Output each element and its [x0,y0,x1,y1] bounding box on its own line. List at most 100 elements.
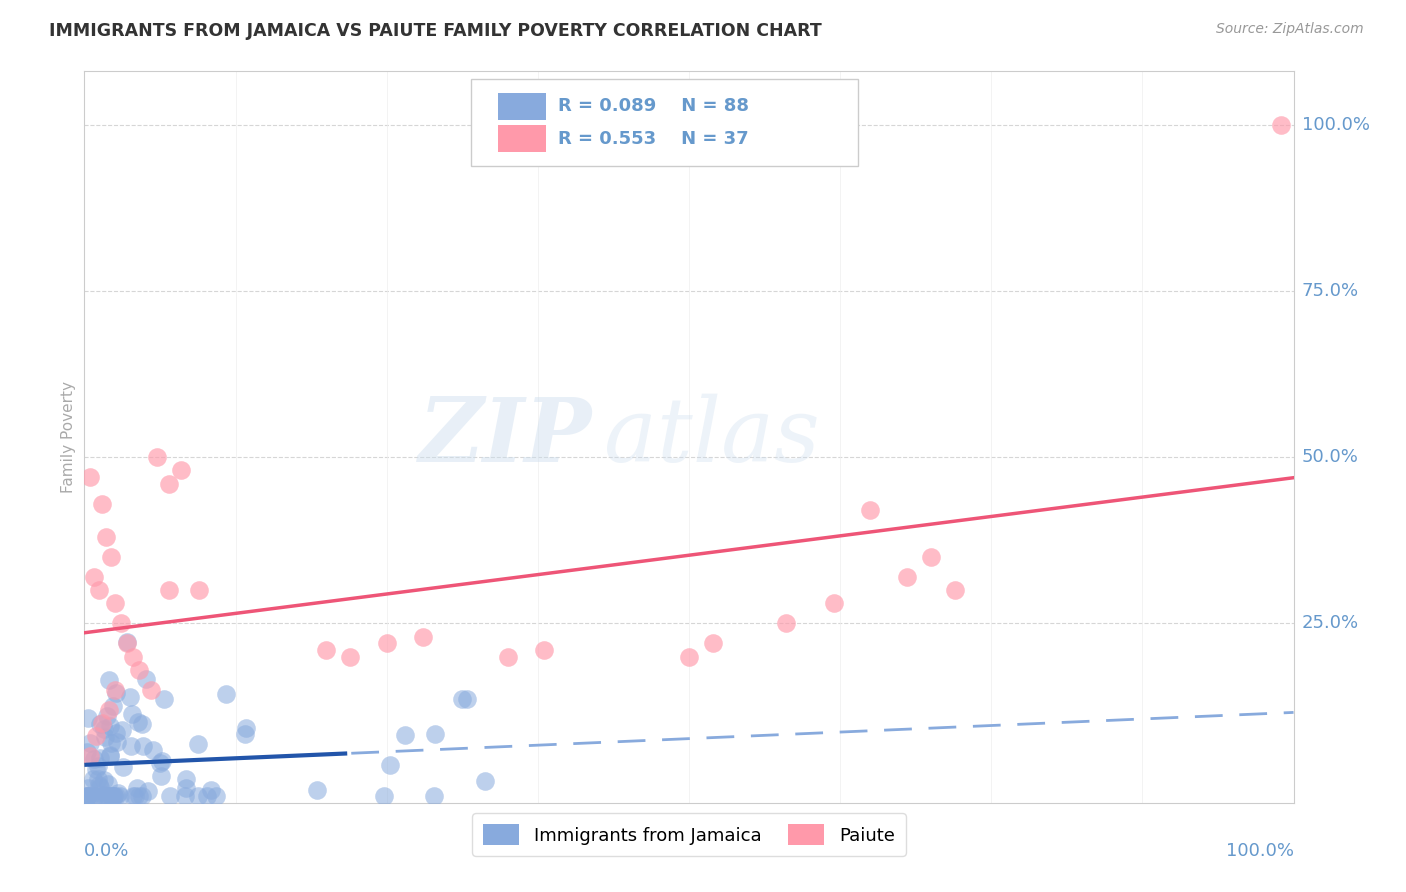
Point [76,789,98,804]
Point [678,649,700,664]
Point [315,643,337,657]
Text: 25.0%: 25.0% [1302,615,1360,632]
Point [121,649,143,664]
Point [87,778,110,792]
Point [98,719,121,733]
Point [100,736,122,750]
Point [91,716,114,731]
Point [98,747,121,762]
Point [76,789,98,804]
Text: 75.0%: 75.0% [1302,282,1360,300]
Point [97,789,120,804]
Point [378,758,401,772]
Text: 100.0%: 100.0% [1302,116,1369,134]
Text: 50.0%: 50.0% [1302,448,1358,466]
Point [115,635,138,649]
Point [76,745,98,759]
Point [823,596,845,610]
Point [111,723,134,738]
Point [425,727,447,741]
Point [375,636,398,650]
Point [93,730,115,744]
Point [101,698,124,713]
Legend: Immigrants from Jamaica, Paiute: Immigrants from Jamaica, Paiute [472,814,905,856]
Point [107,786,129,800]
Point [89,751,111,765]
Y-axis label: Family Poverty: Family Poverty [60,381,76,493]
Point [496,649,519,664]
Point [394,728,416,742]
Point [86,759,108,773]
Point [127,714,149,729]
Point [122,789,145,804]
Point [91,789,114,804]
Point [103,789,125,804]
Point [121,707,143,722]
Point [104,789,127,804]
Point [100,789,122,804]
Point [423,789,446,804]
Point [131,716,153,731]
Point [920,549,942,564]
Point [77,780,100,795]
Point [195,789,218,804]
Point [110,616,132,631]
Point [79,470,101,484]
Point [84,762,107,776]
Point [120,739,142,753]
Point [83,570,105,584]
Point [150,769,173,783]
Text: 100.0%: 100.0% [1226,842,1294,860]
Point [138,784,160,798]
Point [104,686,127,700]
Point [187,737,209,751]
Point [187,789,209,804]
Point [76,789,98,804]
Point [83,752,105,766]
Point [89,780,111,794]
Point [112,760,135,774]
Point [84,789,107,804]
Point [132,739,155,753]
Point [97,703,120,717]
Point [702,636,724,650]
Text: Source: ZipAtlas.com: Source: ZipAtlas.com [1216,22,1364,37]
Point [86,729,108,743]
Point [205,789,228,804]
Point [82,772,104,786]
Point [142,743,165,757]
Point [93,722,115,736]
Point [128,663,150,677]
Text: R = 0.089    N = 88: R = 0.089 N = 88 [558,97,749,115]
Point [859,503,882,517]
Point [76,789,98,804]
Point [474,774,496,789]
Point [97,673,120,687]
Point [174,772,197,786]
Point [131,789,153,804]
Point [146,450,169,464]
Text: ZIP: ZIP [419,394,592,480]
Point [339,649,361,664]
Point [89,716,111,731]
Point [159,789,181,804]
Point [83,789,105,804]
Point [188,582,211,597]
Point [157,476,180,491]
Text: 0.0%: 0.0% [84,842,129,860]
Point [896,570,918,584]
Point [153,692,176,706]
Point [170,463,193,477]
Point [104,596,127,610]
Point [91,497,114,511]
Point [148,756,170,770]
Point [101,789,124,804]
Point [533,643,555,657]
Text: IMMIGRANTS FROM JAMAICA VS PAIUTE FAMILY POVERTY CORRELATION CHART: IMMIGRANTS FROM JAMAICA VS PAIUTE FAMILY… [49,22,823,40]
Point [775,616,797,631]
Point [100,789,122,804]
FancyBboxPatch shape [498,126,547,152]
Point [103,789,125,804]
Point [98,749,121,764]
Point [200,783,222,797]
